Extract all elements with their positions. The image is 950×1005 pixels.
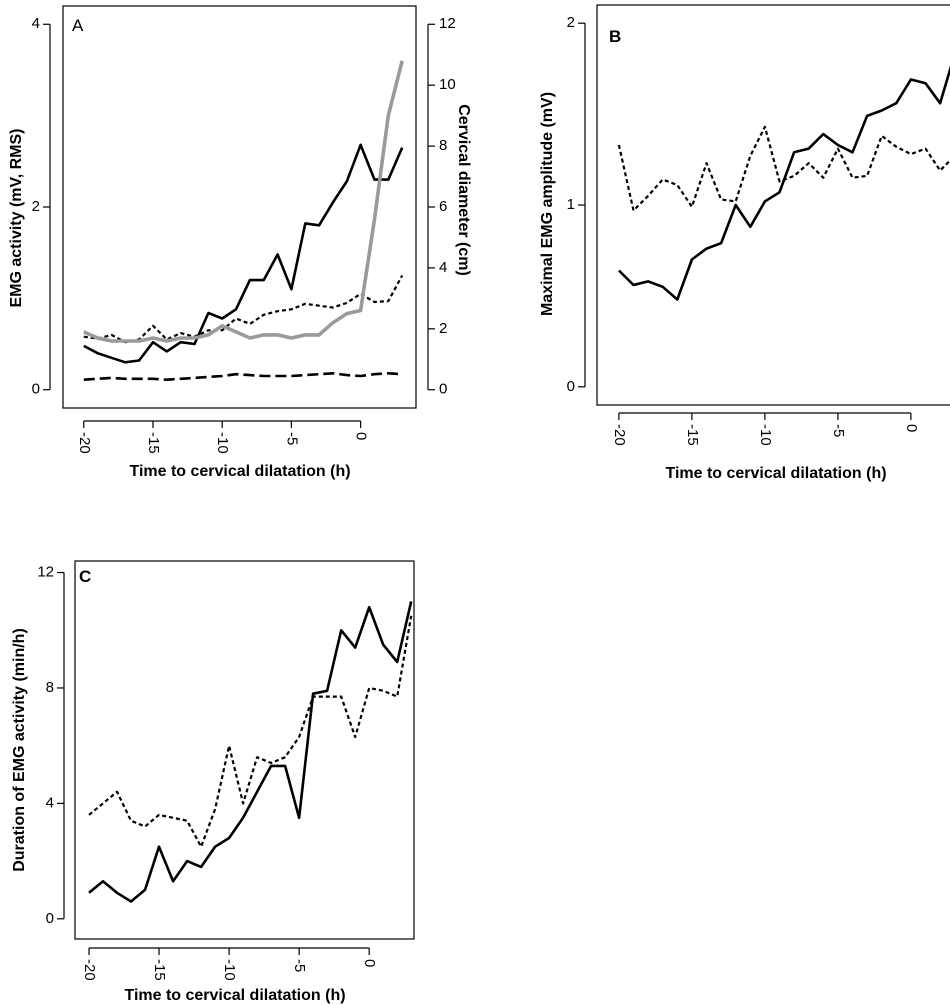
series-line-solid [617,65,950,301]
y2-tick-label: 8 [439,137,447,154]
panel-c-letter: C [79,567,91,586]
x-tick-label: -15 [684,424,701,446]
panel-a-x-label: Time to cervical dilatation (h) [129,463,350,480]
series-line-solid [88,601,413,903]
series-line-dashed [83,371,403,382]
y2-tick-label: 10 [439,76,456,93]
panel-b-y-ticks: 0 1 2 [567,14,586,395]
x-tick-label: -15 [151,959,168,981]
y-tick-label: 2 [567,14,575,31]
y-tick-label: 0 [32,381,40,398]
panel-a-y2-ticks: 0 2 4 6 8 10 12 [427,15,456,398]
y-tick-label: 0 [567,378,575,395]
y-tick-label: 0 [46,910,54,927]
panel-b-x-ticks: -20 -15 -10 -5 0 [611,412,920,446]
x-tick-label: 0 [903,424,920,432]
panel-b-x-label: Time to cervical dilatation (h) [665,465,886,482]
panel-a-y-ticks: 0 2 4 [32,15,51,398]
y-tick-label: 12 [37,564,54,581]
x-tick-label: -15 [145,432,162,454]
y2-tick-label: 12 [439,15,456,32]
panel-a: A -20 -15 -10 -5 0 0 2 4 0 2 4 6 8 10 12 Time to cer… [8,5,472,480]
x-tick-label: 0 [361,959,378,967]
x-tick-label: -20 [76,432,93,454]
y-tick-label: 4 [32,15,40,32]
x-tick-label: -10 [214,432,231,454]
x-tick-label: -10 [757,424,774,446]
series-line-dotted [83,274,404,344]
panel-a-y2-label: Cervical diameter (cm) [455,104,472,276]
panel-a-frame [62,5,417,409]
x-tick-label: -20 [81,959,98,981]
x-tick-label: 0 [353,432,370,440]
panel-b-frame [596,4,950,406]
y-tick-label: 8 [46,679,54,696]
panel-c: C -20 -15 -10 -5 0 0 4 8 12 Time to cervical di… [11,560,415,1004]
series-line-dotted [88,615,413,848]
x-tick-label: -5 [830,424,847,437]
panel-b: B -20 -15 -10 -5 0 0 1 2 Time to cervical dila… [539,4,950,482]
series-line-dotted [617,125,950,212]
panel-b-y-label: Maximal EMG amplitude (mV) [539,92,556,316]
x-tick-label: -10 [221,959,238,981]
y-tick-label: 2 [32,198,40,215]
series-line-solid-thick [83,60,404,343]
panel-a-letter: A [72,16,84,35]
panel-b-letter: B [609,27,621,46]
panel-c-x-label: Time to cervical dilatation (h) [124,987,345,1004]
panel-a-y-label: EMG activity (mV, RMS) [8,128,25,307]
panel-c-series [88,601,413,903]
y-tick-label: 1 [567,196,575,213]
series-line-solid [83,143,404,364]
x-tick-label: -5 [291,959,308,972]
panel-c-frame [74,560,415,940]
panel-a-x-ticks: -20 -15 -10 -5 0 [76,420,370,454]
panel-c-x-ticks: -20 -15 -10 -5 0 [81,947,378,981]
y2-tick-label: 6 [439,198,447,215]
x-tick-label: -5 [283,432,300,445]
y-tick-label: 4 [46,794,54,811]
panel-b-series [617,65,950,301]
y2-tick-label: 0 [439,381,447,398]
y2-tick-label: 4 [439,259,447,276]
panel-a-series [83,60,404,382]
x-tick-label: -20 [611,424,628,446]
y2-tick-label: 2 [439,320,447,337]
panel-c-y-ticks: 0 4 8 12 [37,564,65,927]
panel-c-y-label: Duration of EMG activity (min/h) [11,628,28,872]
